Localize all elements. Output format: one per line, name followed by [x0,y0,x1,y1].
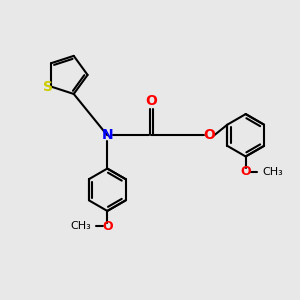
Text: O: O [240,165,251,178]
Text: O: O [203,128,215,142]
Text: O: O [146,94,158,108]
Text: O: O [102,220,112,233]
Text: CH₃: CH₃ [262,167,283,177]
Text: CH₃: CH₃ [70,221,91,231]
Text: S: S [43,80,53,94]
Text: N: N [101,128,113,142]
